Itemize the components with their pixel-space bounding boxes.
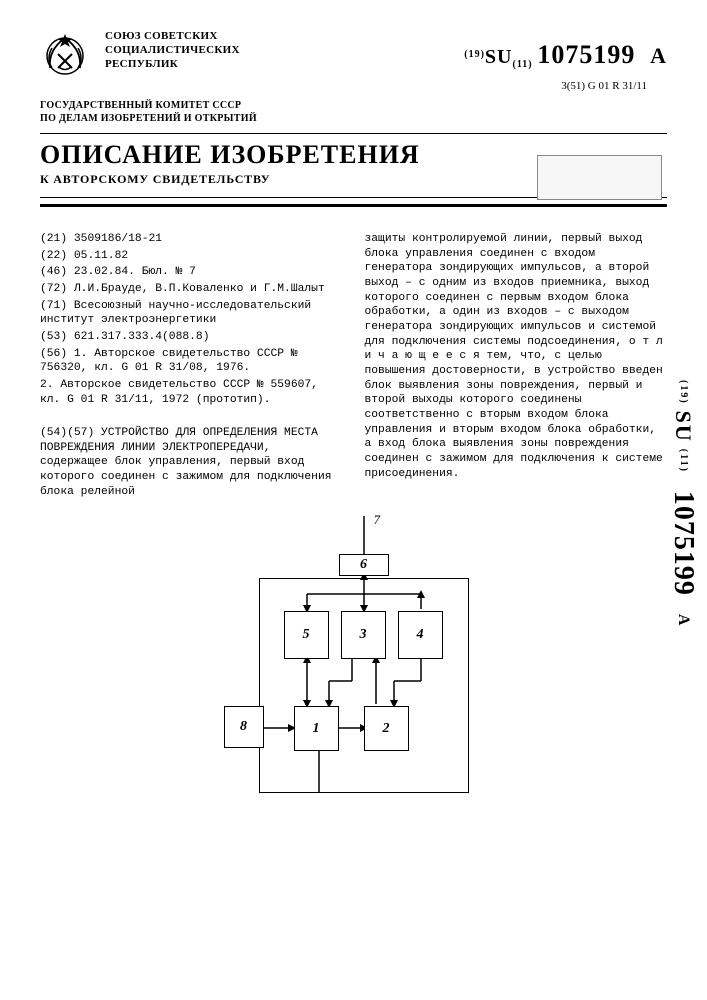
classification-code: 3(51) G 01 R 31/11: [561, 80, 647, 92]
block-6: 6: [339, 554, 389, 576]
body-line: (46) 23.02.84. Бюл. № 7: [40, 265, 343, 280]
pub-prefix: (19): [464, 49, 485, 60]
stamp-box: [537, 155, 662, 200]
pub-sub: (11): [513, 59, 533, 70]
right-column: защиты контролируемой линии, первый выхо…: [365, 232, 668, 501]
body-line: [40, 409, 343, 424]
page: СОЮЗ СОВЕТСКИХ СОЦИАЛИСТИЧЕСКИХ РЕСПУБЛИ…: [0, 0, 707, 816]
body-line: (54)(57) УСТРОЙСТВО ДЛЯ ОПРЕДЕЛЕНИЯ МЕСТ…: [40, 426, 343, 499]
block-1: 1: [294, 706, 339, 751]
body-line: 2. Авторское свидетельство СССР № 559607…: [40, 378, 343, 407]
side-sub: (11): [678, 449, 689, 473]
side-publication-code: (19) SU (11) 1075199 A: [667, 380, 699, 627]
body-line: (21) 3509186/18-21: [40, 232, 343, 247]
side-prefix: (19): [678, 380, 689, 405]
body-line: (56) 1. Авторское свидетельство СССР № 7…: [40, 347, 343, 376]
body-line: (22) 05.11.82: [40, 249, 343, 264]
block-2: 2: [364, 706, 409, 751]
side-su: SU: [671, 411, 696, 443]
block-3: 3: [341, 611, 386, 659]
side-suffix: A: [675, 614, 692, 628]
divider-thick: [40, 204, 667, 207]
block-4: 4: [398, 611, 443, 659]
publication-code: (19)SU(11) 1075199 A: [464, 40, 667, 70]
ussr-emblem-icon: [40, 30, 90, 78]
block-8: 8: [224, 706, 264, 748]
body-line: (53) 621.317.333.4(088.8): [40, 330, 343, 345]
side-number: 1075199: [668, 491, 699, 596]
block-5: 5: [284, 611, 329, 659]
diagram-area: 6 5 3 4 1 2 8 7: [40, 516, 667, 796]
left-column: (21) 3509186/18-21 (22) 05.11.82(46) 23.0…: [40, 232, 343, 501]
divider: [40, 133, 667, 134]
body-line: (71) Всесоюзный научно-исследовательский…: [40, 299, 343, 328]
body-line: защиты контролируемой линии, первый выхо…: [365, 232, 668, 481]
pub-number: 1075199: [537, 40, 635, 69]
body-columns: (21) 3509186/18-21 (22) 05.11.82(46) 23.0…: [40, 232, 667, 501]
pub-suffix: A: [650, 43, 667, 68]
committee-text: ГОСУДАРСТВЕННЫЙ КОМИТЕТ СССР ПО ДЕЛАМ ИЗ…: [40, 100, 667, 125]
union-text: СОЮЗ СОВЕТСКИХ СОЦИАЛИСТИЧЕСКИХ РЕСПУБЛИ…: [105, 30, 240, 71]
body-line: (72) Л.И.Брауде, В.П.Коваленко и Г.М.Шал…: [40, 282, 343, 297]
label-7: 7: [374, 512, 381, 528]
block-diagram: 6 5 3 4 1 2 8 7: [224, 516, 484, 796]
pub-su: SU: [485, 46, 513, 68]
